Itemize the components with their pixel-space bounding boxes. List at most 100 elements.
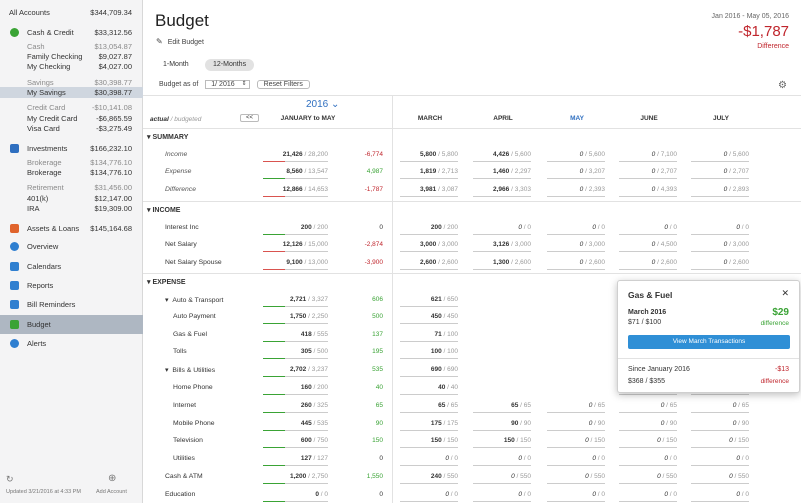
- month-cell[interactable]: 0 / 5,600: [723, 151, 749, 158]
- ytd-cell[interactable]: 305 / 500: [300, 348, 328, 355]
- ytd-cell[interactable]: 418 / 555: [300, 331, 328, 338]
- table-row[interactable]: Home Phone: [173, 384, 213, 391]
- section-summary[interactable]: ▾ SUMMARY: [147, 134, 189, 141]
- month-cell[interactable]: 0 / 3,207: [579, 168, 605, 175]
- column-header[interactable]: JANUARY to MAY: [280, 115, 336, 122]
- gear-icon[interactable]: ⚙: [778, 80, 787, 91]
- month-cell[interactable]: 690 / 690: [430, 366, 458, 373]
- month-cell[interactable]: 0 / 0: [518, 491, 531, 498]
- tab-12-months[interactable]: 12-Months: [205, 59, 255, 71]
- table-row[interactable]: Net Salary Spouse: [165, 259, 222, 266]
- table-row[interactable]: Gas & Fuel: [173, 331, 207, 338]
- month-cell[interactable]: 0 / 150: [585, 437, 605, 444]
- sidebar-visa-card[interactable]: Visa Card -$3,275.49: [0, 123, 143, 134]
- month-cell[interactable]: 0 / 2,600: [579, 259, 605, 266]
- table-row[interactable]: Tolls: [173, 348, 187, 355]
- month-cell[interactable]: 0 / 90: [588, 420, 605, 427]
- column-header[interactable]: APRIL: [493, 115, 513, 122]
- sidebar-cash-credit[interactable]: Cash & Credit $33,312.56: [0, 27, 143, 38]
- month-cell[interactable]: 0 / 65: [588, 402, 605, 409]
- sidebar-401k[interactable]: 401(k) $12,147.00: [0, 193, 143, 204]
- table-row[interactable]: Mobile Phone: [173, 420, 215, 427]
- month-cell[interactable]: 90 / 90: [511, 420, 531, 427]
- month-cell[interactable]: 71 / 100: [434, 331, 458, 338]
- month-cell[interactable]: 621 / 650: [430, 296, 458, 303]
- table-row[interactable]: ▾ Auto & Transport: [165, 296, 223, 304]
- month-cell[interactable]: 0 / 550: [511, 473, 531, 480]
- table-row[interactable]: Difference: [165, 186, 196, 193]
- expand-caret-icon[interactable]: ▾: [165, 367, 169, 374]
- month-cell[interactable]: 0 / 0: [664, 491, 677, 498]
- ytd-cell[interactable]: 1,200 / 2,750: [290, 473, 328, 480]
- ytd-cell[interactable]: 260 / 325: [300, 402, 328, 409]
- sidebar-group-savings[interactable]: Savings $30,398.77: [0, 77, 143, 88]
- month-cell[interactable]: 200 / 200: [430, 224, 458, 231]
- month-cell[interactable]: 0 / 0: [445, 455, 458, 462]
- month-cell[interactable]: 240 / 550: [430, 473, 458, 480]
- month-cell[interactable]: 1,300 / 2,600: [493, 259, 531, 266]
- sidebar-brokerage[interactable]: Brokerage $134,776.10: [0, 167, 143, 178]
- month-cell[interactable]: 0 / 90: [732, 420, 749, 427]
- month-cell[interactable]: 3,000 / 3,000: [420, 241, 458, 248]
- column-header[interactable]: JULY: [712, 115, 730, 122]
- sidebar-group-retirement[interactable]: Retirement $31,456.00: [0, 182, 143, 193]
- month-cell[interactable]: 450 / 450: [430, 313, 458, 320]
- month-cell[interactable]: 0 / 0: [445, 491, 458, 498]
- month-cell[interactable]: 150 / 150: [503, 437, 531, 444]
- budget-date-stepper[interactable]: 1/ 2016 ⇕: [205, 80, 250, 89]
- sidebar-family-checking[interactable]: Family Checking $9,027.87: [0, 51, 143, 62]
- month-cell[interactable]: 175 / 175: [430, 420, 458, 427]
- sidebar-group-brokerage[interactable]: Brokerage $134,776.10: [0, 157, 143, 168]
- month-cell[interactable]: 4,426 / 5,600: [493, 151, 531, 158]
- sidebar-my-savings[interactable]: My Savings $30,398.77: [0, 87, 143, 98]
- table-row[interactable]: Education: [165, 491, 195, 498]
- sidebar-all-accounts[interactable]: All Accounts $344,709.34: [0, 7, 143, 18]
- ytd-cell[interactable]: 9,100 / 13,000: [286, 259, 328, 266]
- column-header[interactable]: MARCH: [417, 115, 443, 122]
- nav-bill-reminders[interactable]: Bill Reminders: [0, 295, 143, 314]
- sidebar-ira[interactable]: IRA $19,309.00: [0, 203, 143, 214]
- ytd-cell[interactable]: 12,126 / 15,000: [282, 241, 328, 248]
- month-cell[interactable]: 100 / 100: [430, 348, 458, 355]
- month-cell[interactable]: 0 / 150: [657, 437, 677, 444]
- edit-budget-button[interactable]: ✎ Edit Budget: [156, 37, 204, 46]
- month-cell[interactable]: 65 / 65: [511, 402, 531, 409]
- table-row[interactable]: Expense: [165, 168, 191, 175]
- month-cell[interactable]: 3,981 / 3,087: [420, 186, 458, 193]
- refresh-icon[interactable]: ↻: [6, 474, 14, 484]
- month-cell[interactable]: 0 / 0: [736, 455, 749, 462]
- month-cell[interactable]: 0 / 4,500: [651, 241, 677, 248]
- month-cell[interactable]: 0 / 0: [592, 491, 605, 498]
- month-cell[interactable]: 0 / 2,600: [651, 259, 677, 266]
- view-transactions-button[interactable]: View March Transactions: [628, 335, 790, 349]
- ytd-cell[interactable]: 600 / 750: [300, 437, 328, 444]
- table-row[interactable]: Net Salary: [165, 241, 197, 248]
- tab-1-month[interactable]: 1-Month: [163, 61, 189, 68]
- month-cell[interactable]: 150 / 150: [430, 437, 458, 444]
- sidebar-assets-loans[interactable]: Assets & Loans $145,164.68: [0, 223, 143, 234]
- month-cell[interactable]: 0 / 4,393: [651, 186, 677, 193]
- ytd-cell[interactable]: 21,426 / 28,200: [282, 151, 328, 158]
- close-icon[interactable]: ✕: [781, 288, 789, 298]
- month-cell[interactable]: 0 / 550: [657, 473, 677, 480]
- month-cell[interactable]: 65 / 65: [438, 402, 458, 409]
- month-cell[interactable]: 0 / 65: [660, 402, 677, 409]
- month-cell[interactable]: 0 / 2,707: [651, 168, 677, 175]
- month-cell[interactable]: 0 / 3,000: [579, 241, 605, 248]
- month-cell[interactable]: 1,819 / 2,713: [420, 168, 458, 175]
- table-row[interactable]: Income: [165, 151, 187, 158]
- collapse-button[interactable]: <<: [240, 114, 260, 122]
- sidebar-group-cash[interactable]: Cash $13,054.87: [0, 41, 143, 52]
- table-row[interactable]: Cash & ATM: [165, 473, 203, 480]
- month-cell[interactable]: 0 / 2,893: [723, 186, 749, 193]
- ytd-cell[interactable]: 200 / 200: [300, 224, 328, 231]
- month-cell[interactable]: 0 / 0: [592, 224, 605, 231]
- nav-reports[interactable]: Reports: [0, 276, 143, 295]
- nav-budget[interactable]: Budget: [0, 315, 143, 334]
- month-cell[interactable]: 2,966 / 3,303: [493, 186, 531, 193]
- table-row[interactable]: Interest Inc: [165, 224, 199, 231]
- ytd-cell[interactable]: 127 / 127: [300, 455, 328, 462]
- ytd-cell[interactable]: 2,702 / 3,237: [290, 366, 328, 373]
- month-cell[interactable]: 0 / 7,100: [651, 151, 677, 158]
- reset-filters-button[interactable]: Reset Filters: [256, 80, 310, 89]
